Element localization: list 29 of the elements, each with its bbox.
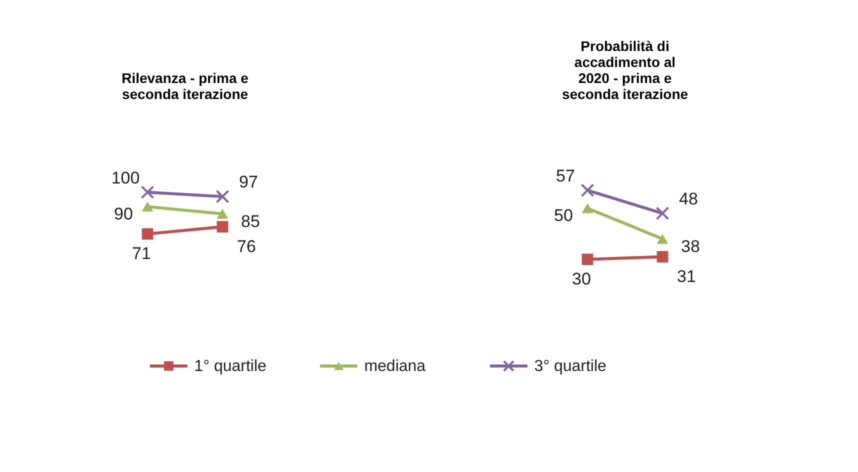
data-label: 50 <box>554 206 573 226</box>
text: seconda iterazione <box>122 86 248 102</box>
data-label: 71 <box>132 244 151 263</box>
point <box>216 190 230 204</box>
data-label: 97 <box>239 172 258 192</box>
data-label: 100 <box>111 168 140 188</box>
point <box>656 206 670 220</box>
data-label: 30 <box>572 269 591 288</box>
data-label: 85 <box>241 212 260 231</box>
text: accadimento al <box>574 54 676 70</box>
legend-label: 1° quartile <box>194 358 267 375</box>
legend-label: 3° quartile <box>534 358 607 375</box>
text: 2020 - prima e <box>578 70 672 86</box>
data-label: 31 <box>677 266 696 286</box>
data-label: 48 <box>679 189 698 208</box>
point <box>656 251 668 262</box>
text: Rilevanza - prima e <box>122 70 248 86</box>
point <box>140 186 154 199</box>
data-label: 57 <box>556 166 575 186</box>
point <box>582 254 594 266</box>
data-label: 90 <box>114 204 133 224</box>
legend-label: mediana <box>364 358 426 375</box>
point <box>216 221 228 232</box>
text: seconda iterazione <box>562 86 688 102</box>
point <box>580 184 594 198</box>
point <box>142 228 154 240</box>
text: Probabilità di <box>580 38 670 54</box>
data-label: 76 <box>237 236 256 256</box>
data-label: 38 <box>681 236 700 256</box>
